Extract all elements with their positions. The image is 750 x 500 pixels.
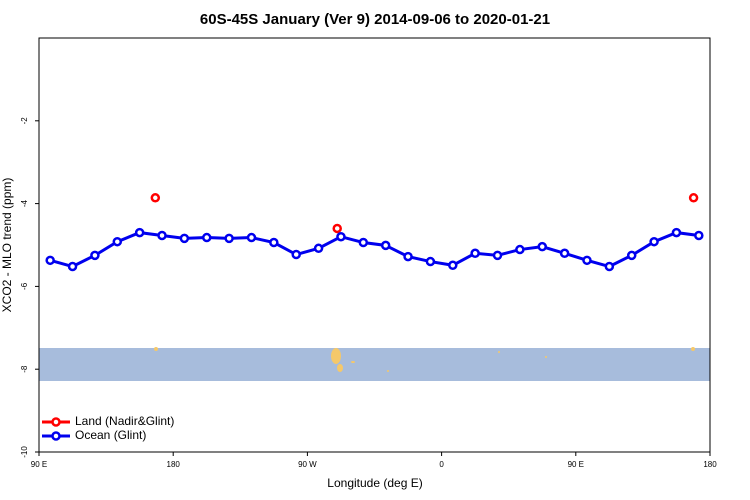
legend-marker <box>51 431 61 441</box>
data-point <box>202 232 212 243</box>
data-point <box>157 230 167 241</box>
data-point <box>688 193 699 203</box>
y-axis-label: XCO2 - MLO trend (ppm) <box>0 178 14 313</box>
data-point <box>224 233 234 244</box>
data-point <box>626 250 637 261</box>
data-point <box>537 241 547 252</box>
data-point <box>313 243 324 254</box>
data-point <box>179 233 190 244</box>
data-point <box>492 250 503 261</box>
x-tick-label: 90 W <box>298 460 317 469</box>
data-point <box>134 227 145 238</box>
data-point <box>112 236 123 247</box>
data-point <box>332 223 342 234</box>
data-point <box>269 237 279 248</box>
data-point <box>671 227 682 238</box>
series-line <box>49 231 700 269</box>
data-point <box>448 260 458 271</box>
x-axis-label: Longitude (deg E) <box>327 476 422 490</box>
x-tick-label: 180 <box>167 460 181 469</box>
data-point <box>470 248 480 259</box>
data-point <box>246 232 257 243</box>
legend-marker <box>51 417 61 427</box>
x-tick-label: 180 <box>703 460 717 469</box>
x-tick-label: 90 E <box>568 460 584 469</box>
data-point <box>425 256 436 267</box>
y-tick-label: -8 <box>20 365 29 373</box>
y-tick-label: -4 <box>20 199 29 207</box>
map-band <box>39 348 710 381</box>
data-point <box>582 255 592 266</box>
data-point <box>515 244 525 255</box>
data-point <box>403 251 413 262</box>
data-point <box>604 261 615 272</box>
data-point <box>291 249 301 260</box>
plot-frame <box>38 37 711 453</box>
legend-label: Land (Nadir&Glint) <box>75 414 174 428</box>
data-point <box>559 248 570 259</box>
data-point <box>90 250 100 261</box>
chart-title: 60S-45S January (Ver 9) 2014-09-06 to 20… <box>200 11 550 28</box>
data-point <box>694 230 704 241</box>
y-tick-label: -2 <box>20 117 29 125</box>
y-tick-label: -6 <box>20 282 29 290</box>
data-point <box>150 193 161 203</box>
y-tick-label: -10 <box>20 446 29 458</box>
data-point <box>358 237 369 248</box>
x-tick-label: 90 E <box>31 460 47 469</box>
data-point <box>380 240 391 251</box>
data-point <box>67 261 78 272</box>
x-tick-label: 0 <box>439 460 444 469</box>
data-point <box>649 236 659 247</box>
data-point <box>45 255 55 266</box>
data-point <box>336 231 346 242</box>
land-outline <box>154 347 695 372</box>
legend-label: Ocean (Glint) <box>75 428 146 442</box>
